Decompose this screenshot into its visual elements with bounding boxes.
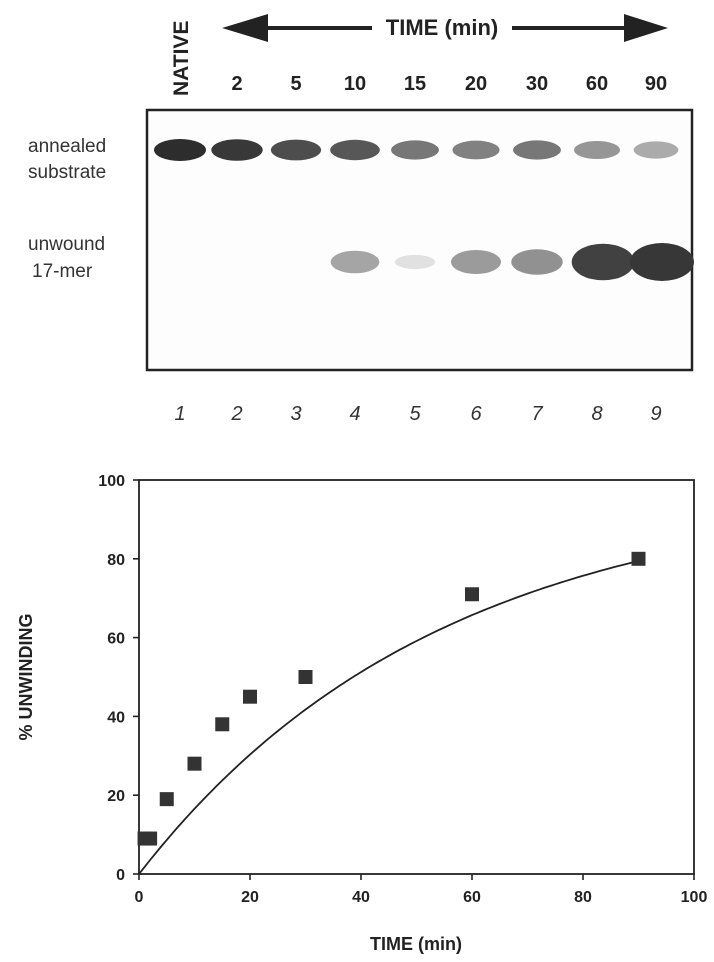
annealed-band <box>211 139 263 161</box>
annealed-band <box>633 141 679 159</box>
x-tick-label: 40 <box>352 889 370 906</box>
y-axis-title: % UNWINDING <box>16 614 36 741</box>
gel-bands <box>154 139 694 281</box>
unwound-band <box>571 243 635 281</box>
time-point-label: 5 <box>290 73 301 95</box>
y-tick-label: 0 <box>116 867 125 884</box>
chart-panel: 0 20 40 60 80 100 0 20 40 60 80 100 TIME (min) % U… <box>16 473 707 954</box>
unwound-band <box>330 250 380 274</box>
time-point-label: 90 <box>645 73 667 95</box>
y-axis-ticks: 0 20 40 60 80 100 <box>98 473 139 884</box>
unwound-band <box>451 250 501 274</box>
lane-number: 7 <box>531 403 543 425</box>
time-header: TIME (min) <box>386 15 498 40</box>
x-tick-label: 0 <box>135 889 144 906</box>
y-tick-label: 100 <box>98 473 125 490</box>
data-point <box>143 831 158 846</box>
annealed-band <box>154 139 206 161</box>
time-point-label: 10 <box>344 73 366 95</box>
lane-number: 3 <box>290 403 301 425</box>
y-tick-label: 80 <box>107 552 125 569</box>
time-point-label: 20 <box>465 73 487 95</box>
time-point-label: 60 <box>586 73 608 95</box>
data-point <box>631 551 646 566</box>
time-point-label: 30 <box>526 73 548 95</box>
x-axis-title: TIME (min) <box>370 934 462 954</box>
lane-number: 1 <box>174 403 185 425</box>
annealed-band <box>452 140 500 160</box>
data-point <box>159 792 174 807</box>
annealed-band <box>513 140 561 160</box>
data-point <box>298 670 313 684</box>
lane-number: 5 <box>409 403 421 425</box>
annealed-label-line2: substrate <box>28 162 106 183</box>
annealed-band <box>574 141 620 159</box>
annealed-band <box>270 139 322 161</box>
data-point <box>243 689 257 704</box>
data-points <box>137 551 646 846</box>
data-point <box>465 587 479 602</box>
annealed-band <box>391 140 439 160</box>
lane-number: 8 <box>591 403 602 425</box>
lane-number: 2 <box>230 403 242 425</box>
lane-numbers: 1 2 3 4 5 6 7 8 9 <box>174 403 661 425</box>
lane-number: 4 <box>349 403 360 425</box>
annealed-label-line1: annealed <box>28 136 106 157</box>
lane-number: 9 <box>650 403 661 425</box>
unwound-band <box>394 254 436 270</box>
y-tick-label: 20 <box>107 788 125 805</box>
x-axis-ticks: 0 20 40 60 80 100 <box>135 874 708 906</box>
unwound-band <box>630 243 694 281</box>
x-tick-label: 60 <box>463 889 481 906</box>
time-arrow <box>222 14 668 42</box>
annealed-band <box>330 139 380 161</box>
time-point-label: 15 <box>404 73 426 95</box>
time-point-label: 2 <box>231 73 242 95</box>
gel-panel: TIME (min) NATIVE 2 5 10 15 20 30 60 90 anneale… <box>28 14 694 425</box>
data-point <box>215 717 230 732</box>
data-point <box>187 756 202 771</box>
lane-number: 6 <box>470 403 482 425</box>
unwound-label-line2: 17-mer <box>32 261 93 282</box>
plot-frame <box>138 479 695 875</box>
time-point-labels: 2 5 10 15 20 30 60 90 <box>231 73 667 95</box>
y-tick-label: 60 <box>107 631 125 648</box>
unwound-band <box>511 249 563 275</box>
y-tick-label: 40 <box>107 709 125 726</box>
x-tick-label: 20 <box>241 889 259 906</box>
unwound-label-line1: unwound <box>28 234 105 255</box>
x-tick-label: 80 <box>574 889 592 906</box>
x-tick-label: 100 <box>681 889 708 906</box>
native-label: NATIVE <box>170 21 193 96</box>
fit-curve <box>138 560 639 875</box>
